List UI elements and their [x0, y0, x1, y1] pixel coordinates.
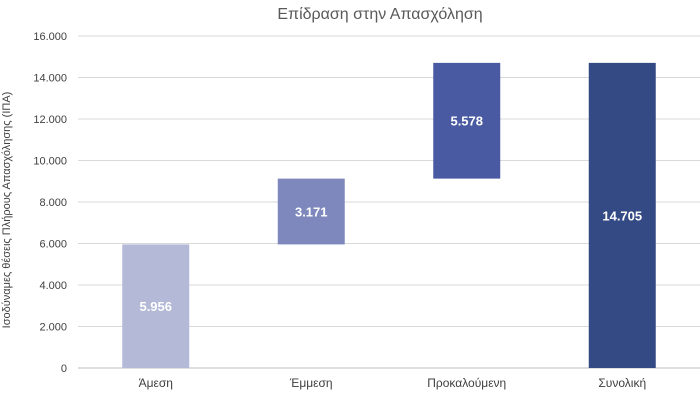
data-labels: 5.956 3.171 5.578 14.705 — [139, 114, 642, 314]
data-label: 5.578 — [450, 114, 483, 129]
bar-3 — [433, 62, 501, 179]
y-tick-label: 4.000 — [39, 280, 67, 292]
bars — [122, 62, 656, 369]
data-label: 14.705 — [602, 208, 642, 223]
bar-4 — [588, 62, 656, 369]
y-tick-label: 6.000 — [39, 239, 67, 251]
y-tick-label: 2.000 — [39, 322, 67, 334]
y-tick-label: 10.000 — [33, 156, 67, 168]
y-axis-label: Ισοδύναμες θέσεις Πλήρους Απασχόλησης (Ι… — [1, 92, 13, 329]
x-axis-ticks: Άμεση Έμμεση Προκαλούμενη Συνολική — [139, 376, 647, 390]
bar-2 — [277, 178, 345, 245]
y-tick-label: 16.000 — [33, 31, 67, 43]
x-tick-label: Άμεση — [139, 376, 173, 390]
bar-1 — [122, 244, 190, 368]
y-tick-label: 12.000 — [33, 114, 67, 126]
data-label: 5.956 — [139, 299, 172, 314]
data-label: 3.171 — [295, 205, 328, 220]
x-tick-label: Προκαλούμενη — [427, 376, 506, 390]
y-tick-label: 8.000 — [39, 197, 67, 209]
chart-title: Επίδραση στην Απασχόληση — [277, 6, 482, 23]
x-tick-label: Συνολική — [598, 376, 646, 390]
x-tick-label: Έμμεση — [289, 376, 333, 390]
y-tick-label: 14.000 — [33, 73, 67, 85]
y-tick-label: 0 — [61, 363, 67, 375]
y-axis-ticks: 0 2.000 4.000 6.000 8.000 10.000 12.000 14.000 1… — [33, 31, 67, 375]
